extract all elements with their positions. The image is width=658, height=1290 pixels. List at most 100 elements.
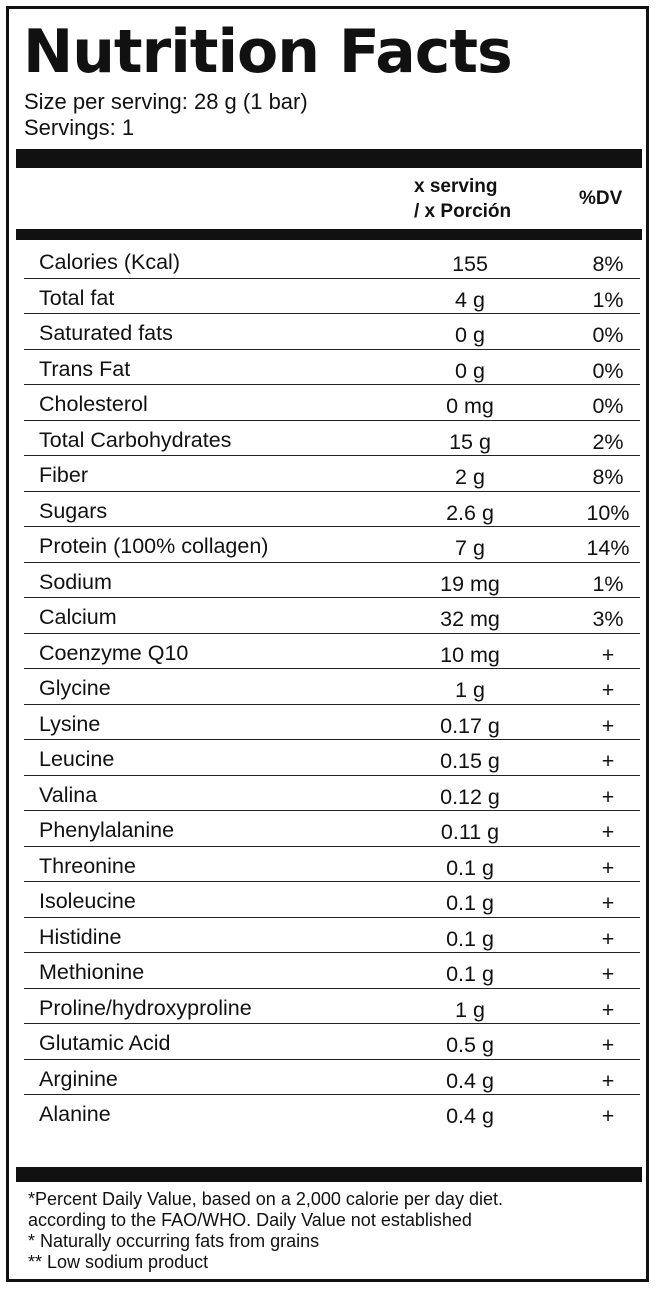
nutrient-dv: + — [601, 784, 615, 809]
nutrient-dv: + — [601, 713, 615, 738]
nutrient-name: Glycine — [39, 676, 111, 700]
nutrient-row: Sugars 2.6 g 10% — [24, 492, 640, 527]
nutrient-dv: 0% — [592, 394, 624, 418]
nutrient-amount: 2 g — [455, 465, 485, 489]
nutrient-dv: 1% — [592, 287, 624, 312]
nutrient-amount: 0.1 g — [446, 962, 494, 986]
nutrient-row: Methionine 0.1 g + — [24, 953, 640, 989]
nutrient-amount: 0.1 g — [446, 891, 494, 915]
nutrient-row: Threonine 0.1 g + — [24, 847, 640, 882]
nutrient-dv: 0% — [592, 323, 624, 347]
nutrient-dv: + — [601, 1068, 615, 1093]
nutrient-amount: 7 g — [455, 536, 485, 560]
nutrient-amount: 0.12 g — [440, 784, 500, 809]
nutrient-amount: 0 g — [455, 358, 485, 383]
nutrient-dv: 0% — [592, 358, 624, 383]
nutrient-dv: 2% — [592, 429, 624, 454]
nutrient-dv: 8% — [592, 252, 624, 276]
nutrient-name: Calories (Kcal) — [39, 250, 180, 274]
nutrient-amount: 0 mg — [446, 394, 494, 418]
nutrient-row: Alanine 0.4 g + — [24, 1095, 640, 1131]
nutrient-dv: + — [601, 1104, 615, 1128]
nutrient-row: Phenylalanine 0.11 g + — [24, 811, 640, 847]
nutrient-name: Calcium — [39, 605, 117, 629]
nutrient-name: Leucine — [39, 747, 115, 771]
nutrient-dv: + — [601, 962, 615, 986]
footnote-line: ** Low sodium product — [28, 1252, 209, 1272]
nutrient-name: Histidine — [39, 924, 122, 949]
nutrient-dv: + — [601, 749, 615, 773]
nutrient-name: Alanine — [39, 1102, 111, 1126]
thick-divider-header — [16, 229, 642, 240]
nutrient-name: Coenzyme Q10 — [39, 640, 189, 665]
label-title: Nutrition Facts — [23, 17, 513, 87]
nutrient-row: Sodium 19 mg 1% — [24, 563, 640, 598]
nutrient-name: Trans Fat — [39, 356, 131, 381]
nutrient-dv: + — [601, 891, 615, 915]
column-header-serving-line2: / x Porción — [414, 201, 512, 222]
nutrient-amount: 0.4 g — [446, 1068, 494, 1093]
nutrient-amount: 10 mg — [440, 642, 500, 667]
nutrient-name: Glutamic Acid — [39, 1031, 171, 1055]
nutrient-name: Arginine — [39, 1066, 118, 1091]
nutrient-name: Sugars — [39, 498, 108, 523]
nutrient-name: Protein (100% collagen) — [39, 534, 269, 558]
column-header-serving: x serving / x Porción — [414, 174, 511, 224]
nutrient-name: Lysine — [39, 711, 101, 736]
nutrient-dv: 8% — [592, 465, 624, 489]
nutrient-name: Total Carbohydrates — [39, 427, 232, 452]
nutrient-row: Valina 0.12 g + — [24, 776, 640, 811]
nutrient-name: Fiber — [39, 463, 88, 487]
nutrient-amount: 2.6 g — [446, 500, 494, 525]
servings-count: Servings: 1 — [24, 115, 135, 140]
nutrient-row: Total fat 4 g 1% — [24, 279, 640, 314]
nutrient-dv: 1% — [592, 571, 624, 596]
nutrient-name: Phenylalanine — [39, 818, 175, 842]
nutrient-amount: 32 mg — [440, 607, 500, 631]
nutrient-amount: 15 g — [449, 429, 491, 454]
nutrient-dv: + — [601, 855, 615, 880]
nutrient-amount: 0.5 g — [446, 1033, 494, 1057]
nutrient-amount: 4 g — [455, 287, 485, 312]
nutrient-name: Total fat — [39, 285, 115, 310]
nutrient-dv: + — [601, 926, 615, 951]
nutrient-amount: 0.11 g — [440, 820, 500, 844]
nutrition-facts-label: Nutrition Facts Size per serving: 28 g (… — [6, 6, 649, 1282]
thick-divider-bottom — [16, 1167, 642, 1182]
nutrient-name: Threonine — [39, 853, 136, 878]
nutrient-row: Isoleucine 0.1 g + — [24, 882, 640, 918]
nutrient-row: Leucine 0.15 g + — [24, 740, 640, 776]
nutrient-row: Saturated fats 0 g 0% — [24, 314, 640, 350]
nutrient-amount: 0.15 g — [440, 749, 500, 773]
nutrient-dv: + — [601, 642, 615, 667]
nutrient-amount: 155 — [452, 252, 488, 276]
footnote-line: *Percent Daily Value, based on a 2,000 c… — [28, 1189, 503, 1209]
nutrient-amount: 0.1 g — [446, 855, 494, 880]
nutrient-name: Cholesterol — [39, 392, 148, 416]
nutrient-row: Glutamic Acid 0.5 g + — [24, 1024, 640, 1060]
nutrient-amount: 0.1 g — [446, 926, 494, 951]
footnote-line: according to the FAO/WHO. Daily Value no… — [28, 1210, 472, 1230]
nutrient-name: Saturated fats — [39, 321, 173, 345]
nutrient-row: Calories (Kcal) 155 8% — [24, 243, 640, 279]
nutrient-dv: 10% — [586, 500, 630, 525]
nutrient-table: Calories (Kcal) 155 8% Total fat 4 g 1% Satura… — [24, 243, 640, 1131]
nutrient-row: Proline/hydroxyproline 1 g + — [24, 989, 640, 1024]
nutrient-row: Fiber 2 g 8% — [24, 456, 640, 492]
nutrient-name: Valina — [39, 782, 98, 807]
nutrient-dv: 14% — [586, 536, 630, 560]
nutrient-amount: 19 mg — [440, 571, 500, 596]
nutrient-row: Cholesterol 0 mg 0% — [24, 385, 640, 421]
nutrient-dv: 3% — [592, 607, 624, 631]
nutrient-row: Arginine 0.4 g + — [24, 1060, 640, 1095]
nutrient-amount: 1 g — [455, 678, 485, 702]
nutrient-amount: 0.17 g — [440, 713, 500, 738]
nutrient-name: Methionine — [39, 960, 145, 984]
nutrient-dv: + — [601, 1033, 615, 1057]
nutrient-row: Total Carbohydrates 15 g 2% — [24, 421, 640, 456]
nutrient-name: Sodium — [39, 569, 112, 594]
nutrient-dv: + — [601, 678, 615, 702]
nutrient-row: Coenzyme Q10 10 mg + — [24, 634, 640, 669]
nutrient-row: Calcium 32 mg 3% — [24, 598, 640, 634]
nutrient-amount: 0.4 g — [446, 1104, 494, 1128]
